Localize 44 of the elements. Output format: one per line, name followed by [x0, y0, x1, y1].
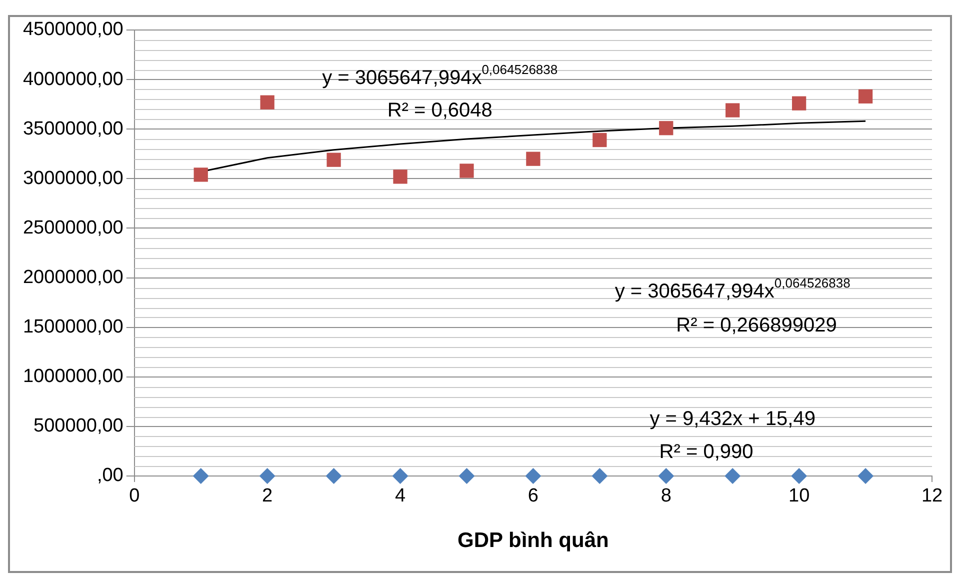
point — [659, 121, 674, 136]
point — [858, 89, 873, 104]
point — [326, 152, 341, 167]
annotation: R² = 0,266899029 — [676, 314, 837, 337]
y-tick-label: 4500000,00 — [22, 19, 124, 40]
point — [458, 468, 475, 484]
y-tick-label: 1500000,00 — [22, 316, 124, 338]
point — [592, 468, 608, 484]
point — [460, 164, 474, 178]
point — [726, 103, 740, 118]
point — [194, 168, 208, 182]
annotation: y = 9,432x + 15,49 — [650, 408, 816, 430]
annotation: R² = 0,990 — [659, 440, 754, 463]
x-tick-label: 4 — [394, 486, 406, 507]
point — [326, 468, 342, 484]
x-tick-label: 6 — [528, 486, 538, 507]
x-tick-label: 2 — [262, 486, 273, 507]
point — [592, 132, 607, 148]
point — [526, 152, 540, 166]
x-tick-label: 0 — [129, 486, 140, 507]
y-tick-label: 1000000,00 — [22, 366, 124, 388]
point — [858, 468, 874, 484]
point — [525, 468, 542, 484]
x-tick-label: 12 — [921, 486, 943, 507]
point — [658, 468, 674, 484]
point — [259, 468, 276, 484]
y-tick-label: 500000,00 — [34, 416, 124, 437]
x-tick-label: 8 — [660, 486, 672, 507]
y-tick-label: 2000000,00 — [22, 267, 124, 288]
point — [724, 468, 741, 484]
y-tick-label: 3500000,00 — [22, 118, 124, 140]
point — [192, 468, 209, 484]
y-tick-label: 2500000,00 — [22, 217, 124, 238]
annotation: R² = 0,6048 — [387, 100, 492, 122]
y-tick-label: ,00 — [96, 465, 124, 486]
y-tick-label: 3000000,00 — [22, 168, 124, 189]
point — [393, 170, 408, 184]
point — [260, 95, 274, 110]
point — [392, 468, 408, 484]
point — [792, 96, 806, 110]
x-tick-label: 10 — [788, 486, 810, 507]
x-axis-title: GDP bình quân — [458, 529, 609, 552]
point — [791, 468, 808, 484]
y-tick-label: 4000000,00 — [22, 68, 124, 90]
